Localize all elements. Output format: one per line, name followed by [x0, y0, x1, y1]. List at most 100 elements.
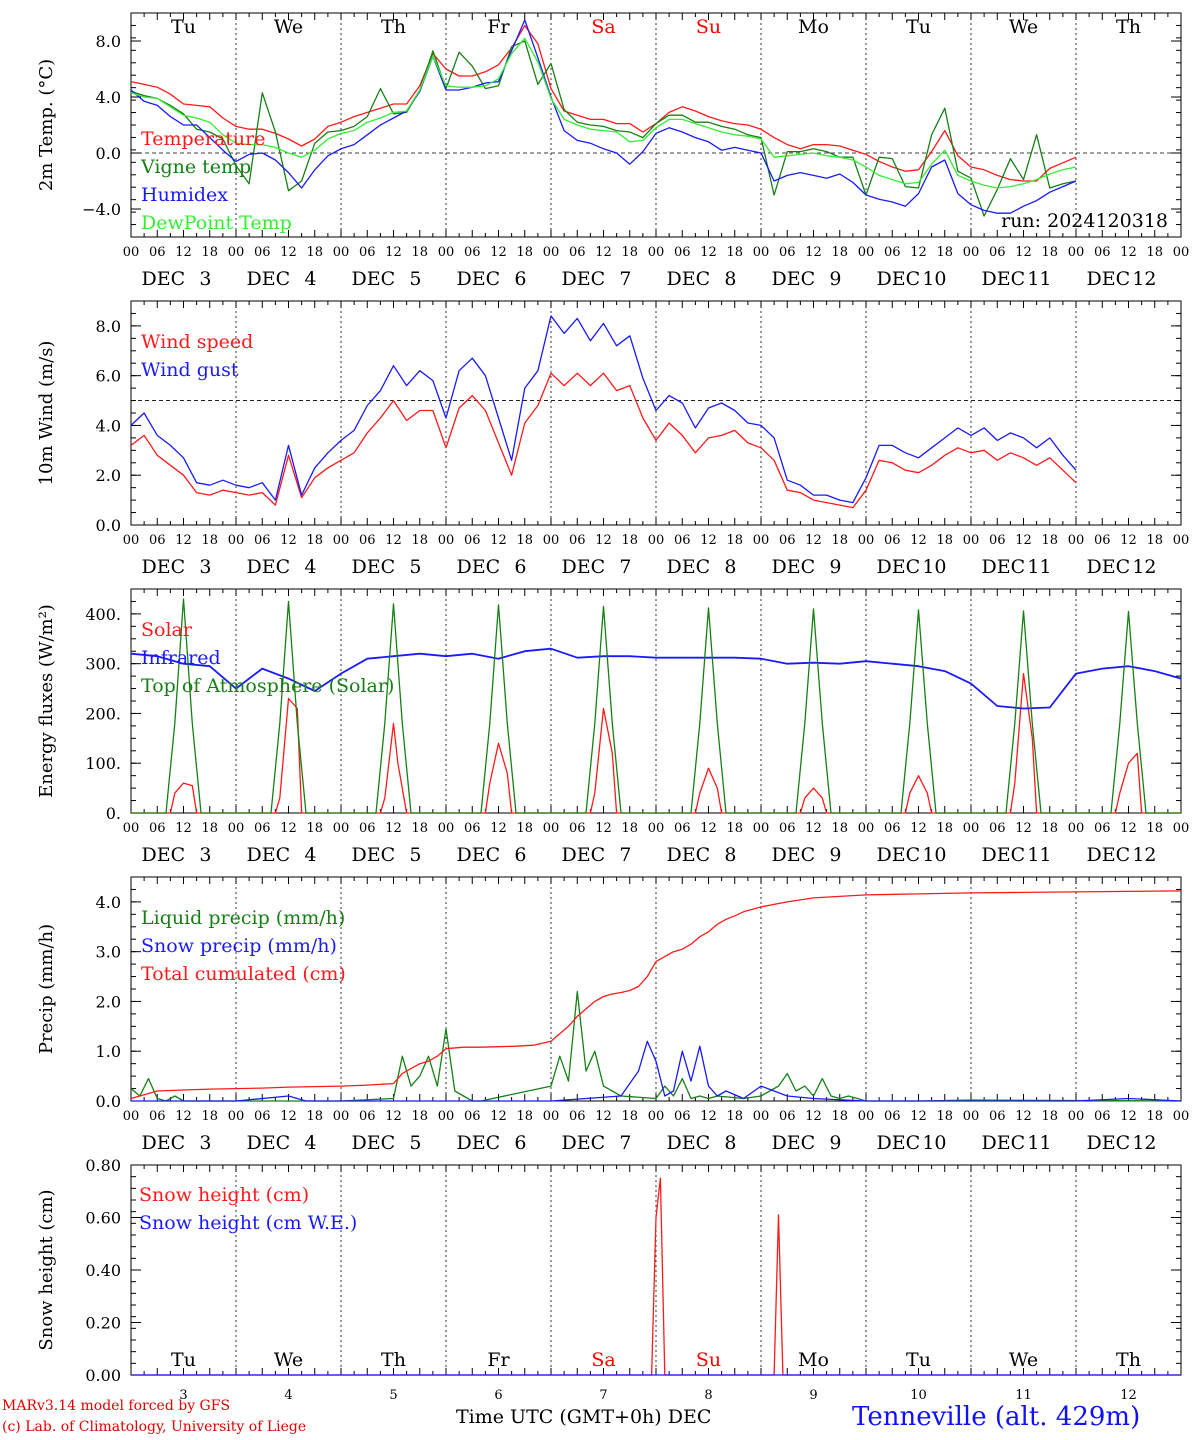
- date-month-label: DEC: [142, 268, 186, 290]
- y-tick-label: 4.0: [96, 88, 121, 107]
- hour-tick-label: 12: [280, 245, 297, 260]
- date-month-label: DEC: [562, 556, 606, 578]
- hour-tick-label: 18: [411, 245, 428, 260]
- legend-entry: Snow precip (mm/h): [141, 935, 337, 957]
- date-month-label: DEC: [247, 844, 291, 866]
- weekday-label: Mo: [798, 16, 829, 38]
- date-day-label: 3: [199, 1132, 211, 1154]
- hour-tick-label: 00: [858, 1109, 875, 1124]
- hour-tick-label: 00: [123, 821, 140, 836]
- hour-tick-label: 06: [1094, 821, 1111, 836]
- hour-tick-label: 12: [700, 821, 717, 836]
- hour-tick-label: 12: [175, 821, 192, 836]
- date-day-label: 12: [1132, 556, 1156, 578]
- date-day-label: 9: [829, 556, 841, 578]
- hour-tick-label: 06: [779, 533, 796, 548]
- y-tick-label: 0.0: [96, 1092, 121, 1111]
- hour-tick-label: 00: [753, 821, 770, 836]
- hour-tick-label: 18: [936, 533, 953, 548]
- date-day-label: 7: [619, 844, 631, 866]
- date-day-label: 6: [514, 268, 526, 290]
- date-day-label: 8: [724, 268, 736, 290]
- hour-tick-label: 18: [621, 1109, 638, 1124]
- date-day-label: 9: [829, 268, 841, 290]
- hour-tick-label: 00: [963, 533, 980, 548]
- hour-tick-label: 12: [385, 821, 402, 836]
- hour-tick-label: 00: [438, 1109, 455, 1124]
- y-axis-label: Snow height (cm): [36, 1189, 57, 1350]
- hour-tick-label: 18: [1041, 1109, 1058, 1124]
- hour-tick-label: 06: [149, 245, 166, 260]
- hour-tick-label: 18: [1146, 533, 1163, 548]
- y-tick-label: 0.80: [85, 1156, 121, 1175]
- date-day-label: 5: [409, 556, 421, 578]
- date-month-label: DEC: [352, 844, 396, 866]
- panel-temp: −4.0 0.0 4.0 8.0 2m Temp. (°C) Temperature Vig…: [36, 12, 1189, 290]
- date-month-label: DEC: [247, 556, 291, 578]
- date-day-label: 7: [619, 556, 631, 578]
- date-day-label: 11: [1027, 556, 1051, 578]
- y-axis-label: 2m Temp. (°C): [36, 59, 57, 191]
- legend-entry: Infrared: [141, 647, 221, 669]
- hour-tick-label: 18: [201, 533, 218, 548]
- hour-tick-label: 12: [595, 1109, 612, 1124]
- series-line-infrared: [130, 647, 1182, 710]
- date-day-label: 4: [304, 1132, 316, 1154]
- date-day-label: 12: [1132, 1132, 1156, 1154]
- date-month-label: DEC: [457, 556, 501, 578]
- date-number-label: 6: [494, 1388, 502, 1403]
- hour-tick-label: 06: [989, 821, 1006, 836]
- date-month-label: DEC: [457, 268, 501, 290]
- y-tick-label: 300.: [85, 655, 121, 674]
- series-line-snow-precip-mm-h-: [131, 1040, 1182, 1102]
- hour-tick-label: 12: [1015, 533, 1032, 548]
- hour-tick-label: 12: [385, 1109, 402, 1124]
- date-month-label: DEC: [1087, 844, 1131, 866]
- date-month-label: DEC: [667, 1132, 711, 1154]
- hour-tick-label: 00: [123, 533, 140, 548]
- hour-tick-label: 18: [621, 533, 638, 548]
- hour-tick-label: 06: [674, 245, 691, 260]
- hour-tick-label: 12: [595, 245, 612, 260]
- date-day-label: 10: [922, 268, 946, 290]
- hour-tick-label: 00: [1068, 821, 1085, 836]
- hour-tick-label: 12: [1015, 245, 1032, 260]
- hour-tick-label: 12: [490, 821, 507, 836]
- y-tick-label: 4.0: [96, 416, 121, 435]
- date-day-label: 6: [514, 844, 526, 866]
- weekday-label: Tu: [906, 16, 931, 38]
- date-number-label: 11: [1015, 1388, 1032, 1403]
- hour-tick-label: 00: [1068, 1109, 1085, 1124]
- series-line-vigne-temp: [130, 40, 1077, 217]
- hour-tick-label: 18: [726, 821, 743, 836]
- y-tick-label: 0.0: [96, 516, 121, 535]
- hour-tick-label: 18: [516, 533, 533, 548]
- hour-tick-label: 18: [516, 245, 533, 260]
- weekday-label: Tu: [906, 1349, 931, 1371]
- y-tick-label: 1.0: [96, 1042, 121, 1061]
- hour-tick-label: 00: [858, 245, 875, 260]
- hour-tick-label: 12: [385, 245, 402, 260]
- hour-tick-label: 12: [700, 245, 717, 260]
- date-day-label: 6: [514, 1132, 526, 1154]
- hour-tick-label: 00: [1173, 821, 1190, 836]
- hour-tick-label: 06: [1094, 245, 1111, 260]
- date-day-label: 3: [199, 556, 211, 578]
- y-tick-label: 4.0: [96, 893, 121, 912]
- date-number-label: 3: [179, 1388, 187, 1403]
- date-number-label: 7: [599, 1388, 607, 1403]
- hour-tick-label: 06: [1094, 533, 1111, 548]
- date-number-label: 5: [389, 1388, 397, 1403]
- date-month-label: DEC: [247, 1132, 291, 1154]
- hour-tick-label: 06: [884, 533, 901, 548]
- hour-tick-label: 18: [831, 1109, 848, 1124]
- hour-tick-label: 12: [1120, 533, 1137, 548]
- legend-entry: Humidex: [141, 184, 228, 206]
- legend-entry: Solar: [141, 619, 193, 641]
- series-line-wind-gust: [130, 315, 1077, 504]
- date-month-label: DEC: [667, 844, 711, 866]
- hour-tick-label: 00: [438, 245, 455, 260]
- y-tick-label: 0.: [106, 804, 121, 823]
- weekday-label: Th: [381, 16, 406, 38]
- legend-entry: Temperature: [141, 128, 265, 150]
